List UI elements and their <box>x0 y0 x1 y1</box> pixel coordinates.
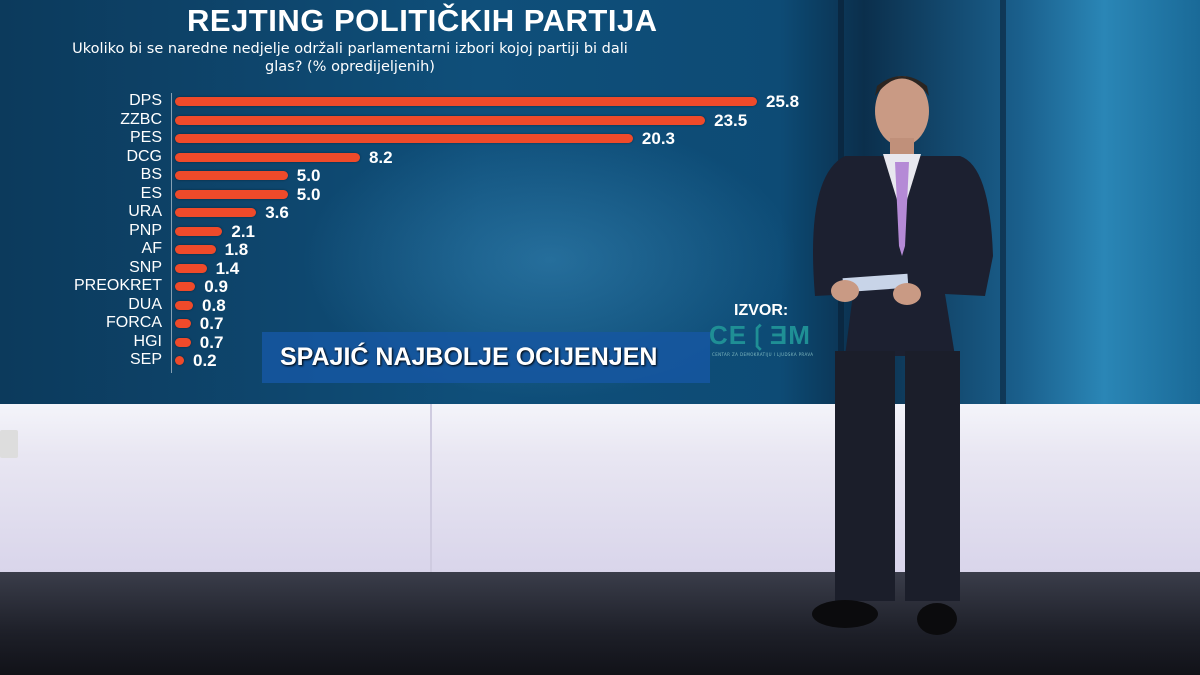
value-label: 0.8 <box>202 295 226 315</box>
bar-preokret <box>175 282 196 291</box>
category-label: DUA <box>128 295 162 313</box>
category-label: BS <box>140 166 162 183</box>
category-label: PREOKRET <box>73 277 162 294</box>
category-label: SNP <box>129 258 162 276</box>
category-label: AF <box>141 240 162 257</box>
y-axis-line <box>171 93 172 373</box>
bar-sep <box>175 356 184 365</box>
side-stand <box>0 430 18 458</box>
value-label: 25.8 <box>766 92 800 111</box>
studio-floor <box>0 572 1200 675</box>
value-label: 0.2 <box>193 351 217 370</box>
bar-forca <box>175 319 191 328</box>
chart-title: REJTING POLITIČKIH PARTIJA <box>187 3 658 38</box>
bar-af <box>175 245 216 254</box>
panel-divider <box>1000 0 1006 412</box>
bar-zzbc <box>175 115 706 125</box>
cedem-logo-subtext: CENTAR ZA DEMOKRATIJU I LJUDSKA PRAVA <box>712 352 814 357</box>
value-label: 1.8 <box>224 240 249 259</box>
category-label: ES <box>140 184 162 202</box>
bar-pes <box>175 134 633 143</box>
value-label: 20.3 <box>641 129 676 148</box>
lower-third-banner: SPAJIĆ NAJBOLJE OCIJENJEN <box>262 332 710 383</box>
headline: SPAJIĆ NAJBOLJE OCIJENJEN <box>280 343 658 371</box>
value-label: 0.7 <box>199 332 224 352</box>
category-label: PNP <box>129 221 162 239</box>
category-label: DCG <box>126 147 162 165</box>
category-label: PES <box>129 129 162 146</box>
value-label: 0.9 <box>204 277 228 296</box>
category-label: FORCA <box>106 314 162 331</box>
value-label: 0.7 <box>199 314 224 333</box>
presenter <box>812 76 993 635</box>
value-label: 2.1 <box>231 221 255 241</box>
category-label: URA <box>128 203 162 220</box>
category-label: HGI <box>133 332 162 350</box>
value-label: 8.2 <box>368 147 393 167</box>
bar-hgi <box>175 337 191 347</box>
value-label: 3.6 <box>265 203 289 222</box>
wall-seam <box>430 404 432 579</box>
value-label: 5.0 <box>296 166 321 185</box>
value-label: 1.4 <box>215 258 240 278</box>
cedem-logo: CE❲ƎM <box>709 320 811 350</box>
source-label: IZVOR: <box>734 302 789 319</box>
chart-subtitle: Ukoliko bi se naredne nedjelje održali p… <box>72 41 628 75</box>
bar-es <box>175 189 288 199</box>
bar-pnp <box>175 226 223 236</box>
bar-ura <box>175 208 257 217</box>
value-label: 23.5 <box>714 110 748 130</box>
studio-wall <box>0 404 1200 579</box>
bar-dps <box>175 97 757 106</box>
bar-snp <box>175 263 207 273</box>
category-label: DPS <box>129 92 162 109</box>
bar-bs <box>175 171 288 180</box>
party-rating-chart: REJTING POLITIČKIH PARTIJA Ukoliko bi se… <box>0 0 830 400</box>
bar-dcg <box>175 152 360 162</box>
category-label: SEP <box>129 351 162 368</box>
bar-dua <box>175 300 194 310</box>
value-label: 5.0 <box>296 184 321 204</box>
category-label: ZZBC <box>120 110 162 128</box>
